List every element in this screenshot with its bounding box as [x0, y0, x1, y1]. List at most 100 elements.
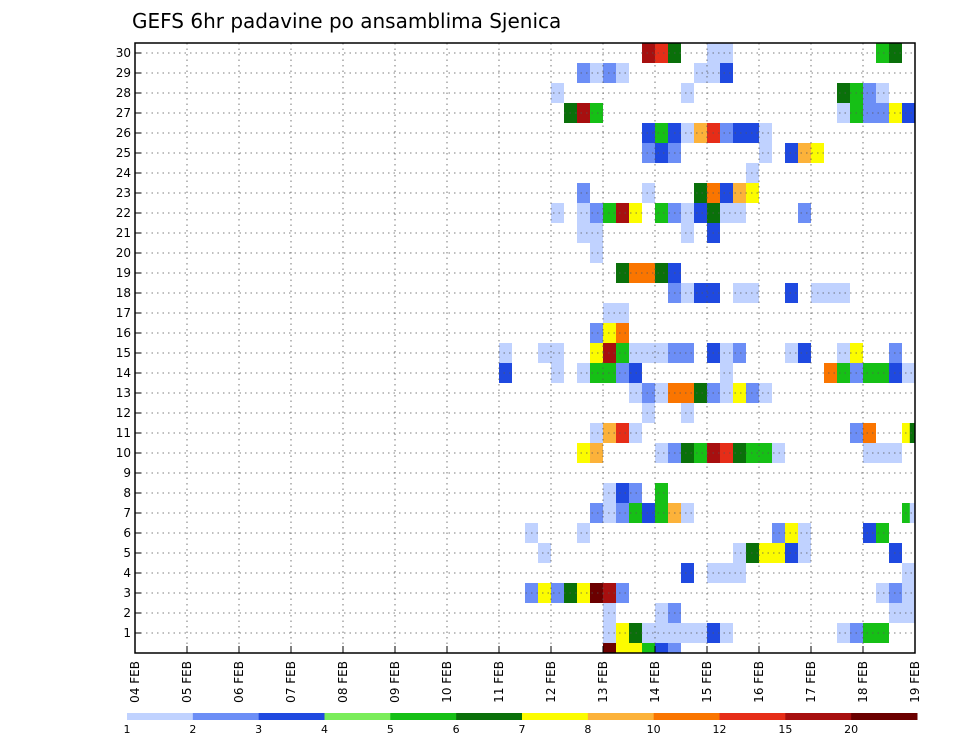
- heatmap-cell: [642, 123, 655, 143]
- heatmap-cell: [720, 43, 733, 63]
- heatmap-cell: [785, 343, 798, 363]
- y-tick-label: 1: [123, 626, 131, 640]
- heatmap-cell: [798, 203, 811, 223]
- heatmap-cell: [798, 543, 811, 563]
- heatmap-cell: [694, 123, 707, 143]
- colorbar-tick-label: 2: [189, 723, 196, 736]
- colorbar-segment: [851, 713, 918, 720]
- y-tick-label: 14: [116, 366, 131, 380]
- heatmap-cell: [655, 43, 668, 63]
- heatmap-cell: [551, 363, 564, 383]
- heatmap-cell: [876, 363, 889, 383]
- colorbar-segment: [587, 713, 655, 720]
- heatmap-cell: [824, 283, 837, 303]
- heatmap-cell: [876, 523, 889, 543]
- heatmap-cell: [798, 523, 811, 543]
- x-tick-label: 10 FEB: [440, 661, 454, 703]
- heatmap-cell: [642, 143, 655, 163]
- heatmap-cell: [720, 63, 733, 83]
- heatmap-cell: [616, 623, 629, 643]
- heatmap-cell: [590, 63, 603, 83]
- heatmap-cell: [863, 523, 876, 543]
- heatmap-cell: [681, 283, 694, 303]
- heatmap-cell: [902, 583, 915, 603]
- heatmap-cell: [616, 643, 629, 653]
- heatmap-cell: [733, 383, 746, 403]
- heatmap-cell: [681, 83, 694, 103]
- heatmap-cell: [733, 183, 746, 203]
- heatmap-cell: [876, 583, 889, 603]
- heatmap-cell: [538, 543, 551, 563]
- plot-frame: [134, 42, 916, 654]
- heatmap-cell: [694, 443, 707, 463]
- heatmap-cell: [837, 103, 850, 123]
- heatmap-cell: [538, 583, 551, 603]
- heatmap-cell: [681, 343, 694, 363]
- heatmap-cell: [720, 443, 733, 463]
- heatmap-cell: [694, 623, 707, 643]
- x-tick-label: 07 FEB: [284, 661, 298, 703]
- heatmap-cell: [824, 363, 837, 383]
- y-tick-label: 10: [116, 446, 131, 460]
- colorbar-segment: [522, 713, 589, 720]
- heatmap-cell: [759, 383, 772, 403]
- colorbar-segment: [127, 713, 194, 720]
- heatmap-cell: [733, 563, 746, 583]
- heatmap-cell: [863, 363, 876, 383]
- y-tick-label: 11: [116, 426, 131, 440]
- heatmap-cell: [902, 363, 915, 383]
- heatmap-cell: [655, 123, 668, 143]
- x-tick-label: 05 FEB: [180, 661, 194, 703]
- y-tick-label: 16: [116, 326, 131, 340]
- heatmap-cell: [876, 443, 889, 463]
- heatmap-cell: [785, 283, 798, 303]
- heatmap-cell: [876, 43, 889, 63]
- colorbar-segment: [324, 713, 391, 720]
- heatmap-cell: [720, 203, 733, 223]
- heatmap-cell: [681, 403, 694, 423]
- heatmap-cell: [590, 223, 603, 243]
- heatmap-cell: [642, 623, 655, 643]
- x-axis: 04 FEB 05 FEB 06 FEB 07 FEB 08 FEB 09 FEB 10 F…: [128, 646, 922, 703]
- x-tick-label: 17 FEB: [804, 661, 818, 703]
- y-tick-label: 5: [123, 546, 131, 560]
- colorbar-segment: [390, 713, 457, 720]
- heatmap-cell: [720, 343, 733, 363]
- y-axis: 1234567891011121314151617181920212223242…: [116, 46, 141, 640]
- colorbar-tick-label: 4: [321, 723, 328, 736]
- y-tick-label: 23: [116, 186, 131, 200]
- heatmap-cell: [590, 343, 603, 363]
- heatmap-cell: [590, 503, 603, 523]
- y-tick-label: 13: [116, 386, 131, 400]
- heatmap-cell: [876, 623, 889, 643]
- heatmap-cell: [616, 63, 629, 83]
- heatmap-cell: [720, 563, 733, 583]
- heatmap-cell: [590, 323, 603, 343]
- heatmap-cell: [603, 643, 616, 653]
- heatmap-cell: [655, 643, 668, 653]
- heatmap-cell: [720, 623, 733, 643]
- colorbar-tick-label: 7: [519, 723, 526, 736]
- x-tick-label: 06 FEB: [232, 661, 246, 703]
- heatmap-cell: [616, 503, 629, 523]
- heatmap-cell: [577, 443, 590, 463]
- heatmap-cell: [655, 443, 668, 463]
- heatmap-cell: [759, 123, 772, 143]
- y-tick-label: 30: [116, 46, 131, 60]
- heatmap-cell: [577, 183, 590, 203]
- heatmap-cell: [551, 83, 564, 103]
- y-tick-label: 27: [116, 106, 131, 120]
- heatmap-cell: [616, 583, 629, 603]
- x-tick-label: 16 FEB: [752, 661, 766, 703]
- heatmap-cell: [837, 283, 850, 303]
- heatmap-cell: [577, 583, 590, 603]
- heatmap-cell: [863, 443, 876, 463]
- x-tick-label: 11 FEB: [492, 661, 506, 703]
- y-tick-label: 28: [116, 86, 131, 100]
- y-tick-label: 21: [116, 226, 131, 240]
- heatmap-cell: [733, 443, 746, 463]
- heatmap-cell: [681, 383, 694, 403]
- heatmap-cell: [616, 263, 629, 283]
- y-tick-label: 4: [123, 566, 131, 580]
